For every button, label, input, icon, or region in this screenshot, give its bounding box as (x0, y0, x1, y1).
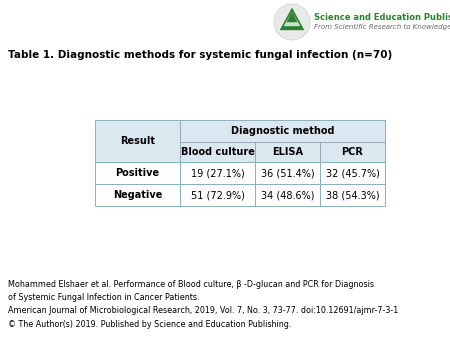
Text: 32 (45.7%): 32 (45.7%) (325, 168, 379, 178)
Text: PCR: PCR (342, 147, 364, 157)
Text: 51 (72.9%): 51 (72.9%) (190, 190, 244, 200)
Bar (320, 184, 385, 206)
Bar (255, 184, 320, 206)
Bar (255, 142, 320, 162)
Text: Mohammed Elshaer et al. Performance of Blood culture, β -D-glucan and PCR for Di: Mohammed Elshaer et al. Performance of B… (8, 280, 398, 329)
Bar (180, 120, 385, 142)
Text: Table 1. Diagnostic methods for systemic fungal infection (n=70): Table 1. Diagnostic methods for systemic… (8, 50, 392, 60)
Text: 34 (48.6%): 34 (48.6%) (261, 190, 314, 200)
Text: From Scientific Research to Knowledge: From Scientific Research to Knowledge (314, 24, 450, 30)
Text: Negative: Negative (113, 190, 162, 200)
Bar (95, 162, 180, 184)
Text: 36 (51.4%): 36 (51.4%) (261, 168, 314, 178)
Text: Diagnostic method: Diagnostic method (231, 126, 334, 136)
Text: 19 (27.1%): 19 (27.1%) (191, 168, 244, 178)
Bar (255, 162, 320, 184)
Bar (180, 142, 255, 162)
Polygon shape (287, 12, 297, 22)
Bar (320, 162, 385, 184)
Bar (95, 120, 180, 162)
Text: Result: Result (120, 136, 155, 146)
Bar (180, 162, 255, 184)
Polygon shape (280, 8, 304, 30)
Bar (180, 184, 255, 206)
Bar (320, 142, 385, 162)
Polygon shape (284, 12, 300, 26)
Text: ELISA: ELISA (272, 147, 303, 157)
Text: 38 (54.3%): 38 (54.3%) (326, 190, 379, 200)
Text: Positive: Positive (116, 168, 160, 178)
Bar (95, 184, 180, 206)
Circle shape (274, 4, 310, 40)
Text: Science and Education Publishing: Science and Education Publishing (314, 13, 450, 22)
Text: Blood culture: Blood culture (180, 147, 254, 157)
